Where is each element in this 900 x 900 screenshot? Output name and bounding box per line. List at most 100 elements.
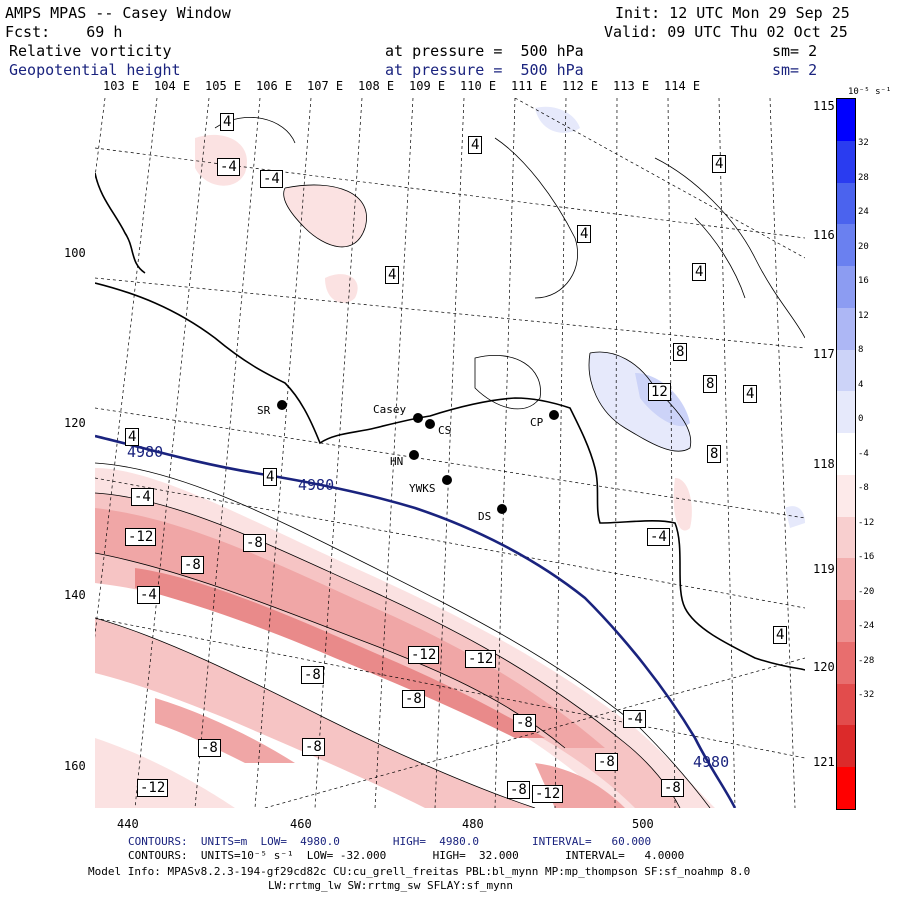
longitude-label: 114 E — [664, 79, 701, 93]
vorticity-contour-label: -12 — [465, 650, 497, 668]
vorticity-contour-label: -8 — [243, 534, 266, 552]
vorticity-contour-label: 4 — [773, 626, 788, 644]
vorticity-contour-label: -8 — [301, 666, 324, 684]
colorbar-tick: -32 — [858, 690, 875, 700]
colorbar-tick: 28 — [858, 172, 869, 183]
vorticity-contour-label: -8 — [661, 779, 684, 797]
height-label: 4980 — [693, 753, 730, 771]
colorbar-tick: -20 — [858, 586, 875, 597]
colorbar-segment — [837, 99, 855, 141]
colorbar-tick: 16 — [858, 276, 869, 286]
colorbar-tick: 32 — [858, 138, 869, 148]
y-tick-label: 100 — [64, 246, 86, 260]
y-tick-label: 160 — [64, 759, 86, 773]
graticule — [95, 98, 805, 808]
vorticity-contour-label: -4 — [260, 170, 283, 188]
colorbar-segment — [837, 600, 855, 642]
vorticity-contour-label: -4 — [217, 158, 240, 176]
longitude-label: 106 E — [256, 79, 293, 93]
longitude-label: 103 E — [103, 79, 140, 93]
vorticity-contour-label: -12 — [125, 528, 157, 546]
vorticity-contour-label: -12 — [137, 779, 169, 797]
colorbar-tick: 12 — [858, 310, 869, 321]
field1-sm: sm= 2 — [772, 42, 818, 60]
vorticity-contour-label: -12 — [532, 785, 564, 803]
longitude-label: 107 E — [307, 79, 344, 93]
longitude-label: 113 E — [613, 79, 650, 93]
coastline — [95, 282, 805, 671]
station-label-SR: SR — [257, 404, 271, 417]
valid-time: Valid: 09 UTC Thu 02 Oct 25 — [604, 23, 848, 41]
init-time: Init: 12 UTC Mon 29 Sep 25 — [615, 4, 850, 22]
colorbar-tick: 4 — [858, 379, 864, 390]
colorbar-tick: -8 — [858, 483, 869, 493]
station-label-YWKS: YWKS — [409, 482, 436, 495]
longitude-label: 104 E — [154, 79, 191, 93]
field2-sm: sm= 2 — [772, 61, 818, 79]
station-label-Casey: Casey — [373, 403, 407, 416]
vorticity-contour-label: 4 — [468, 136, 483, 154]
vorticity-contour-label: 4 — [125, 428, 140, 446]
colorbar-tick: -28 — [858, 655, 875, 666]
height-contour-4980 — [95, 434, 737, 808]
station-dot-SR — [277, 400, 287, 410]
field2-level: at pressure = 500 hPa — [385, 61, 584, 79]
colorbar-segment — [837, 683, 855, 726]
station-dot-DS — [497, 504, 507, 514]
station-label-HN: HN — [390, 455, 404, 468]
x-tick-label: 440 — [117, 817, 139, 831]
colorbar-tick: 8 — [858, 345, 864, 355]
vorticity-contour-label: -8 — [198, 739, 221, 757]
colorbar-segment — [837, 558, 855, 600]
vorticity-contour-label: -8 — [302, 738, 325, 756]
colorbar — [836, 98, 856, 810]
vorticity-contour-label: -8 — [513, 714, 536, 732]
footer-model-info-2: LW:rrtmg_lw SW:rrtmg_sw SFLAY:sf_mynn — [268, 879, 514, 892]
colorbar-tick: -12 — [858, 517, 875, 528]
footer-contours-height: CONTOURS: UNITS=m LOW= 4980.0 HIGH= 4980… — [128, 835, 652, 848]
window-title: AMPS MPAS -- Casey Window — [5, 4, 231, 22]
longitude-label: 111 E — [511, 79, 548, 93]
station-label-CP: CP — [530, 416, 544, 429]
footer-model-info: Model Info: MPASv8.2.3-194-gf29cd82c CU:… — [88, 865, 751, 878]
colorbar-tick: -24 — [858, 621, 875, 631]
field1-level: at pressure = 500 hPa — [385, 42, 584, 60]
x-tick-label: 480 — [462, 817, 484, 831]
vorticity-contour-label: 8 — [703, 375, 718, 393]
colorbar-segment — [837, 140, 855, 183]
colorbar-tick: -16 — [858, 552, 875, 562]
vorticity-contour-label: -8 — [595, 753, 618, 771]
vorticity-contour-label: -4 — [623, 710, 646, 728]
station-label-CS: CS — [438, 424, 452, 437]
longitude-label: 105 E — [205, 79, 242, 93]
x-tick-label: 500 — [632, 817, 654, 831]
vorticity-contour-label: -4 — [131, 488, 154, 506]
colorbar-segment — [837, 182, 855, 225]
colorbar-segment — [837, 224, 855, 266]
vorticity-contour-label: -4 — [647, 528, 670, 546]
colorbar-segment — [837, 474, 855, 517]
field2-name: Geopotential height — [9, 61, 181, 79]
coastline-north — [95, 172, 146, 274]
vorticity-contour-label: -12 — [408, 646, 440, 664]
forecast-hour: Fcst: 69 h — [5, 23, 123, 41]
station-dot-YWKS — [442, 475, 452, 485]
colorbar-segment — [837, 391, 855, 433]
station-dot-HN — [409, 450, 419, 460]
vorticity-contour-label: 4 — [577, 225, 592, 243]
colorbar-tick: -4 — [858, 448, 869, 459]
longitude-label: 108 E — [358, 79, 395, 93]
colorbar-segment — [837, 433, 855, 475]
vorticity-contour-label: 12 — [648, 383, 671, 401]
colorbar-segment — [837, 307, 855, 350]
colorbar-tick: 24 — [858, 207, 869, 217]
colorbar-segment — [837, 641, 855, 684]
vorticity-contour-label: 4 — [220, 113, 235, 131]
longitude-label: 109 E — [409, 79, 446, 93]
colorbar-tick: 20 — [858, 241, 869, 252]
vorticity-contour-label: 4 — [692, 263, 707, 281]
vorticity-contour-label: -8 — [181, 556, 204, 574]
map-plot: SR Casey CS CP HN YWKS DS 4980 4980 4980… — [95, 98, 805, 808]
colorbar-tick: 0 — [858, 414, 864, 424]
colorbar-segment — [837, 516, 855, 559]
